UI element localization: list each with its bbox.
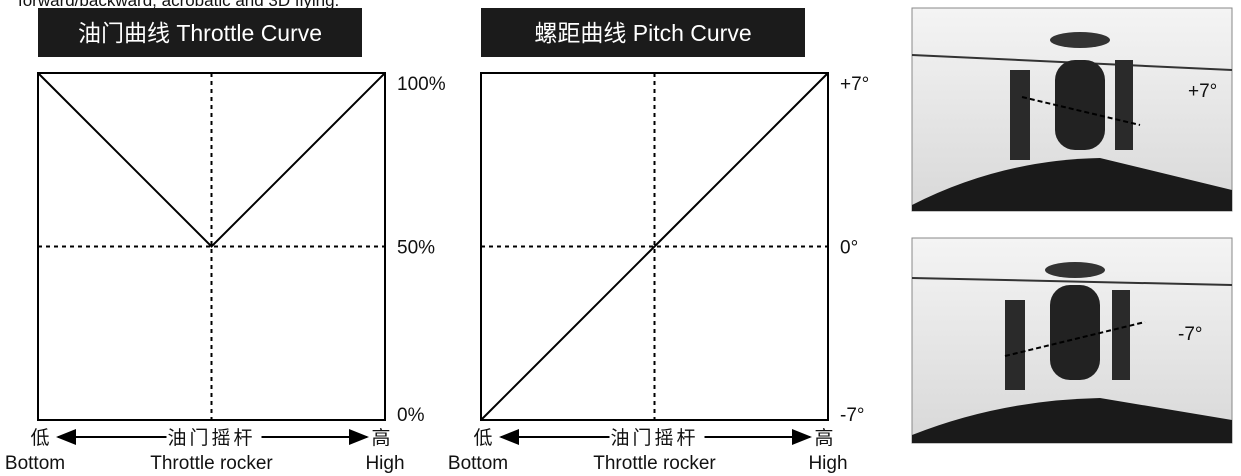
x-low-en: Bottom — [448, 453, 508, 474]
x-high: 高 — [814, 427, 833, 449]
title-bar — [38, 8, 362, 57]
curve — [480, 72, 829, 421]
curve — [37, 72, 386, 248]
y-tick-label: -7° — [840, 405, 865, 426]
x-axis-label-en: Throttle rocker — [150, 453, 273, 474]
caption: forward/backward, acrobatic and 3D flyin… — [18, 0, 339, 10]
x-low: 低 — [473, 427, 492, 449]
x-high-en: High — [808, 453, 847, 474]
y-tick-label: 0% — [397, 405, 425, 426]
chart-title: 油门曲线 Throttle Curve — [78, 20, 322, 46]
y-tick-label: 100% — [397, 74, 446, 95]
x-high: 高 — [371, 427, 390, 449]
photo: -7° — [911, 237, 1233, 444]
x-axis-label: 油门摇杆 — [610, 427, 698, 449]
photo: +7° — [911, 7, 1233, 212]
y-tick-label: +7° — [840, 74, 869, 95]
photo-label: +7° — [1188, 81, 1217, 102]
x-low-en: Bottom — [5, 453, 65, 474]
y-tick-label: 50% — [397, 238, 435, 259]
chart-title: 螺距曲线 Pitch Curve — [534, 20, 751, 46]
x-axis-label: 油门摇杆 — [167, 427, 255, 449]
photo-label: -7° — [1178, 324, 1203, 345]
x-axis-label-en: Throttle rocker — [593, 453, 716, 474]
x-high-en: High — [365, 453, 404, 474]
x-low: 低 — [30, 427, 49, 449]
y-tick-label: 0° — [840, 238, 858, 259]
title-bar — [481, 8, 805, 57]
